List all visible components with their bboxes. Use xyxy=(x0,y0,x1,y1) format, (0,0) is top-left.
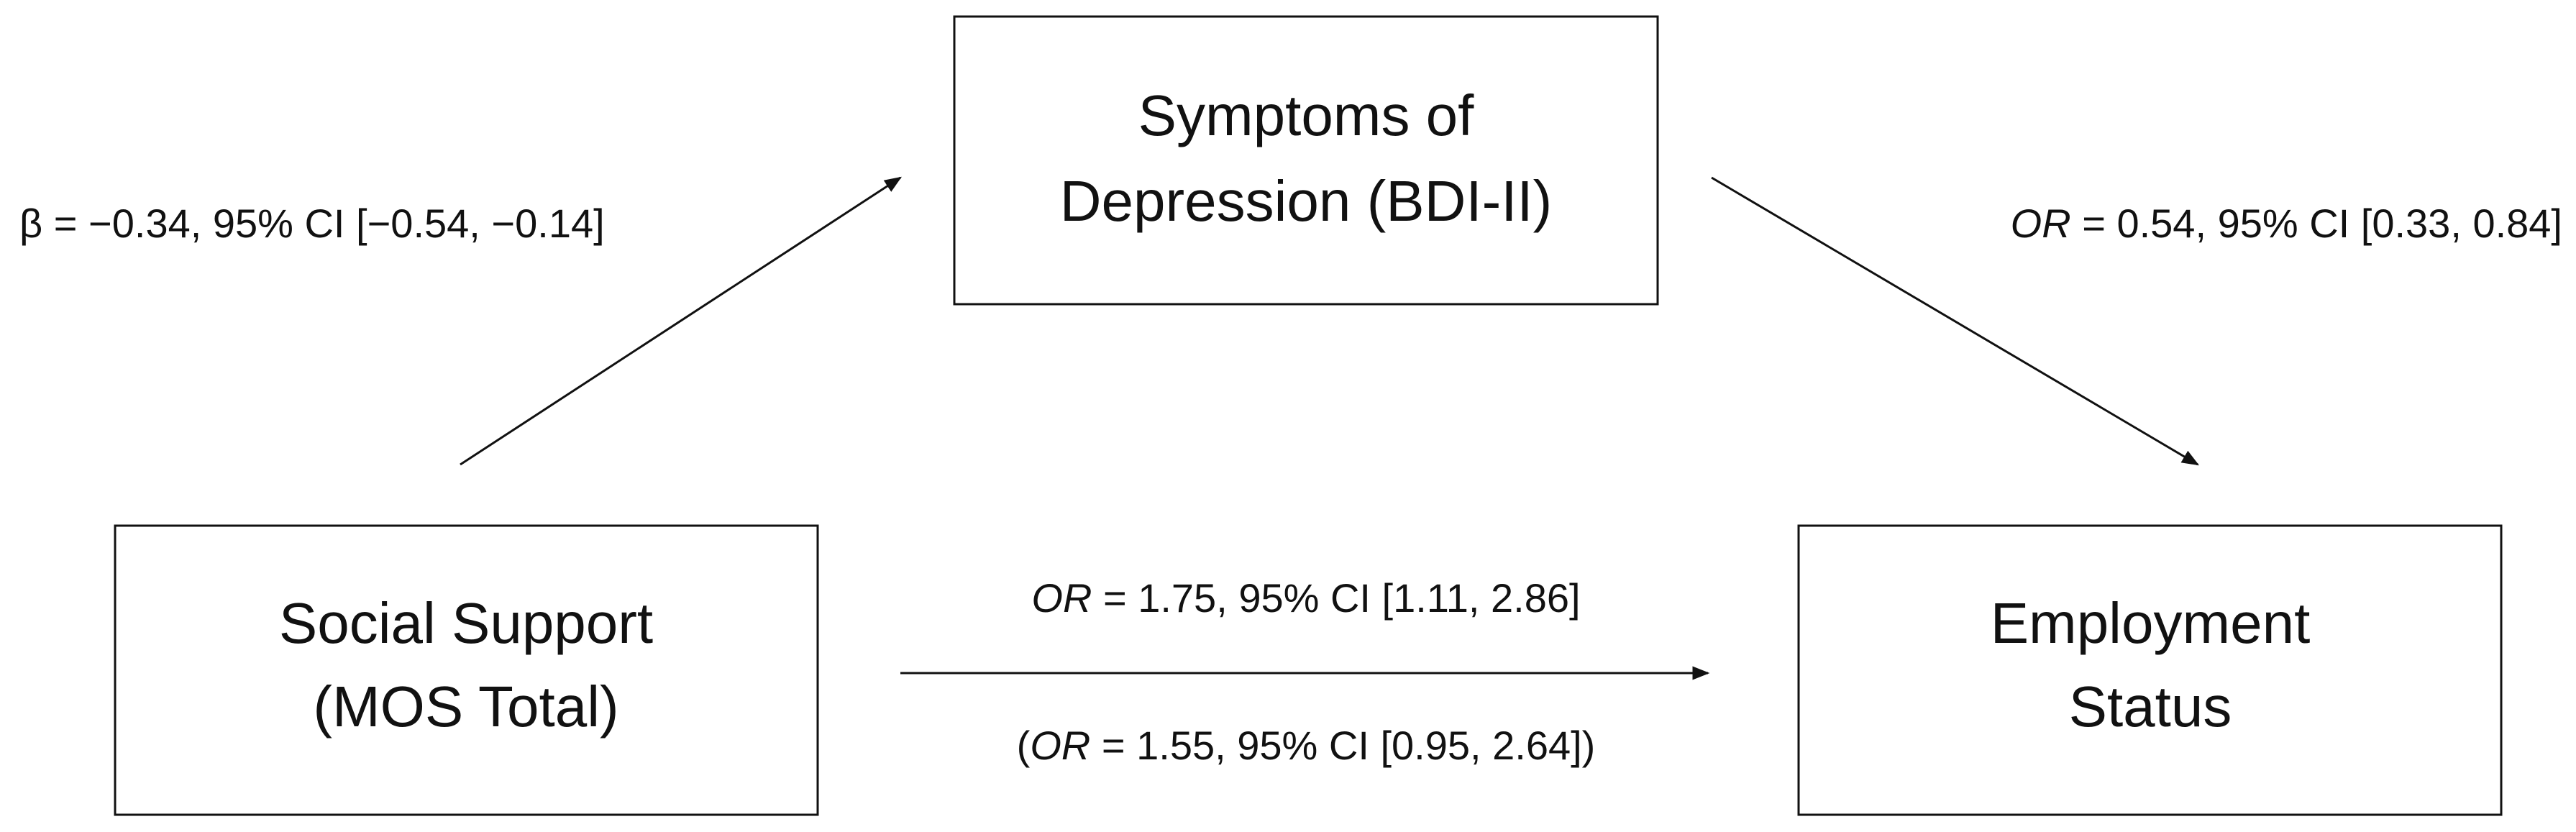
label-part: OR xyxy=(1030,723,1090,768)
edge-arrow xyxy=(1711,176,2200,466)
edge-label: (OR = 1.55, 95% CI [0.95, 2.64]) xyxy=(1017,723,1596,768)
label-part: β = −0.34, 95% CI [−0.54, −0.14] xyxy=(19,201,605,246)
label-part: = 1.75, 95% CI [1.11, 2.86] xyxy=(1092,575,1580,621)
edge-label: OR = 1.75, 95% CI [1.11, 2.86] xyxy=(1031,575,1580,621)
node-label: Social Support xyxy=(279,591,653,655)
node-box xyxy=(114,524,819,816)
node-label: Depression (BDI-II) xyxy=(1060,169,1553,233)
node-box xyxy=(1797,524,2503,816)
label-part: = 0.54, 95% CI [0.33, 0.84] xyxy=(2071,201,2562,246)
node-label: Symptoms of xyxy=(1138,83,1475,147)
label-part: = 1.55, 95% CI [0.95, 2.64]) xyxy=(1090,723,1595,768)
label-part: ( xyxy=(1017,723,1031,768)
node-label: Status xyxy=(2069,675,2232,739)
edge-label: β = −0.34, 95% CI [−0.54, −0.14] xyxy=(19,201,605,246)
node-box xyxy=(953,15,1659,306)
edge-arrow xyxy=(460,176,903,466)
edge-label: OR = 0.54, 95% CI [0.33, 0.84] xyxy=(2011,201,2562,246)
node-label: Employment xyxy=(1991,591,2311,655)
node-label: (MOS Total) xyxy=(313,675,618,739)
label-part: OR xyxy=(2011,201,2071,246)
label-part: OR xyxy=(1031,575,1092,621)
